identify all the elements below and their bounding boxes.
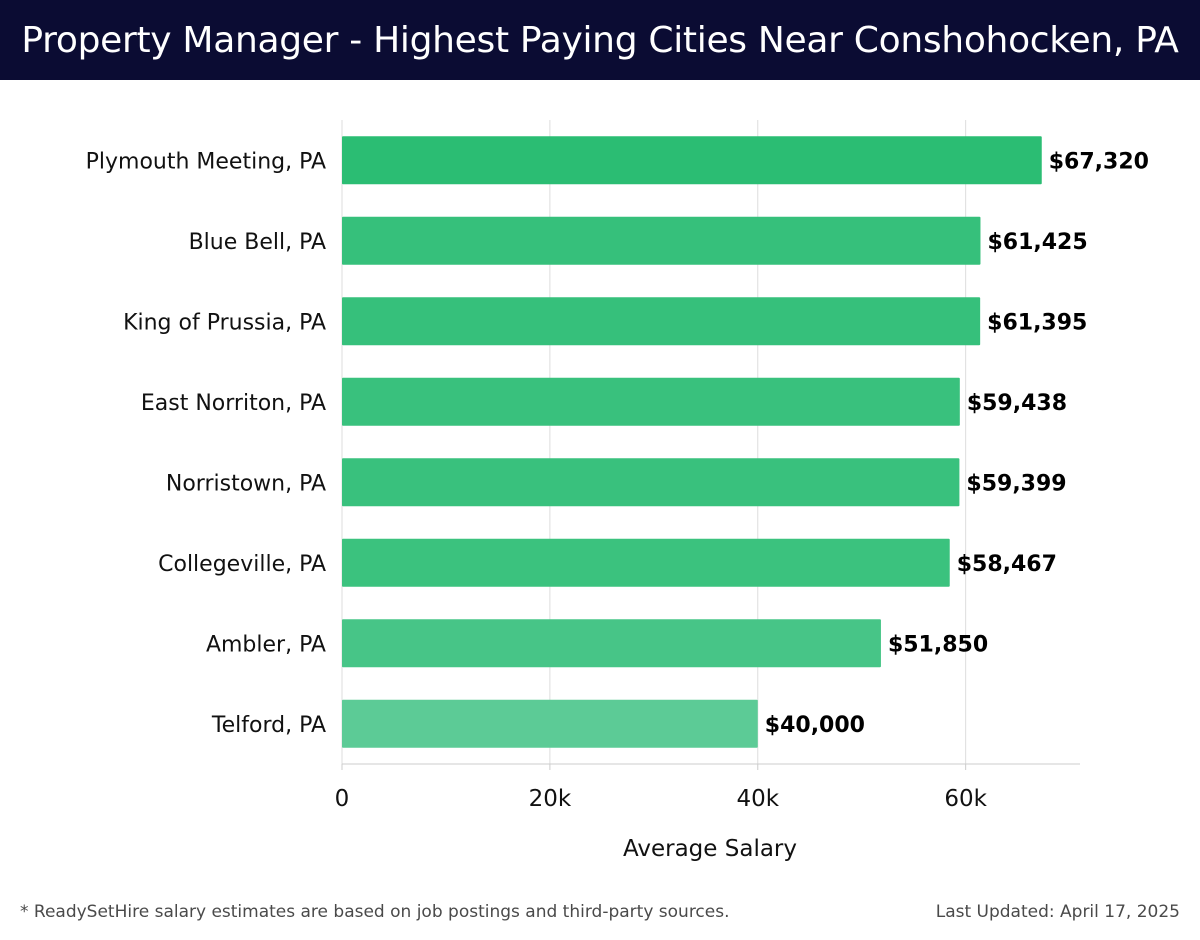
x-tick-label: 0 [335, 786, 350, 812]
x-axis-title: Average Salary [623, 836, 797, 862]
x-tick-label: 40k [736, 786, 779, 812]
value-label: $58,467 [957, 552, 1057, 577]
value-label: $51,850 [888, 632, 988, 657]
bar-4 [342, 377, 960, 426]
salary-bar-chart: Plymouth Meeting, PA Blue Bell, PA King of… [86, 120, 1149, 862]
footer-note: * ReadySetHire salary estimates are base… [20, 902, 730, 922]
grid-lines [341, 120, 1080, 765]
category-labels: Plymouth Meeting, PA Blue Bell, PA King of… [86, 149, 326, 738]
value-labels: $67,320 $61,425 $61,395 $59,438 $59,399 $58,4… [765, 149, 1149, 738]
category-label: Plymouth Meeting, PA [86, 149, 326, 174]
x-tick-label: 20k [529, 786, 572, 812]
bar-6 [342, 538, 950, 587]
category-label: Ambler, PA [206, 632, 326, 657]
bar-2 [342, 216, 981, 265]
value-label: $59,399 [966, 471, 1066, 496]
value-label: $40,000 [765, 713, 865, 738]
footer-updated: Last Updated: April 17, 2025 [935, 902, 1180, 922]
title-bar: Property Manager - Highest Paying Cities… [0, 0, 1200, 80]
value-label: $61,395 [987, 310, 1087, 335]
value-label: $67,320 [1049, 149, 1149, 174]
x-tick-label: 60k [944, 786, 987, 812]
value-label: $61,425 [987, 230, 1087, 255]
x-axis-ticks: 0 20k 40k 60k [335, 764, 988, 812]
bar-7 [342, 619, 881, 668]
category-label: King of Prussia, PA [123, 310, 326, 335]
category-label: Telford, PA [211, 713, 326, 738]
bar-3 [342, 297, 981, 346]
category-label: Collegeville, PA [158, 552, 326, 577]
value-label: $59,438 [967, 391, 1067, 416]
bar-8 [342, 699, 758, 748]
bar-5 [342, 458, 960, 507]
category-label: East Norriton, PA [141, 391, 326, 416]
bar-1 [342, 136, 1042, 185]
bars [342, 136, 1042, 748]
category-label: Blue Bell, PA [189, 230, 326, 255]
page-title: Property Manager - Highest Paying Cities… [21, 19, 1179, 61]
category-label: Norristown, PA [166, 471, 326, 496]
